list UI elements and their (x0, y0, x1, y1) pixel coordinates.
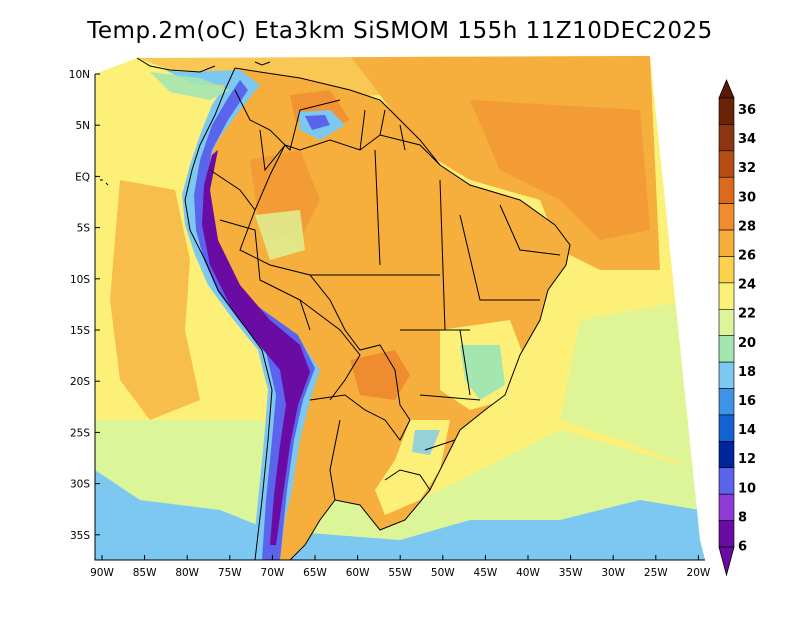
central-america-coastline (136, 57, 271, 73)
y-tick-label-20S: 20S (70, 376, 90, 388)
x-tick-label-60W: 60W (346, 567, 370, 579)
colorbar-label-6: 6 (738, 540, 747, 555)
uruguay-border (384, 469, 431, 491)
colorbar-label-16: 16 (738, 394, 756, 409)
colorbar-swatch (718, 520, 735, 548)
y-tick-label-5S: 5S (77, 223, 91, 235)
map-title: Temp.2m(oC) Eta3km SiSMOM 155h 11Z10DEC2… (87, 18, 713, 44)
brazil-state-borders (310, 149, 561, 451)
colorbar-label-12: 12 (738, 452, 756, 467)
colorbar-swatch (718, 361, 735, 389)
colorbar-swatch (718, 335, 735, 363)
x-axis: 90W 85W 80W 75W 70W 65W 60W 55W 50W 45W 40W 35W 30W 2… (90, 555, 711, 579)
x-tick-label-40W: 40W (516, 567, 540, 579)
island-outlines (100, 179, 109, 186)
y-tick-label-30S: 30S (70, 479, 90, 491)
peru-bolivia-borders (219, 219, 361, 401)
ocean-field-east-cool (560, 300, 700, 470)
colorbar-label-10: 10 (738, 481, 756, 496)
colorbar-label-24: 24 (738, 278, 756, 293)
colorbar-label-26: 26 (738, 249, 756, 264)
x-tick-label-85W: 85W (133, 567, 157, 579)
colombia-venezuela-borders (209, 89, 341, 211)
x-tick-label-75W: 75W (218, 567, 242, 579)
map-frame (94, 74, 705, 561)
colorbar-label-14: 14 (738, 423, 756, 438)
colorbar-top-arrow (718, 78, 735, 99)
colorbar-label-34: 34 (738, 132, 756, 147)
ocean-field-pacific-warm (110, 180, 200, 420)
y-tick-label-EQ: EQ (75, 171, 90, 183)
colorbar-swatch (718, 97, 735, 125)
colorbar-bottom-arrow (718, 546, 735, 577)
colorbar-label-36: 36 (738, 103, 756, 118)
x-tick-label-25W: 25W (644, 567, 668, 579)
x-tick-label-20W: 20W (687, 567, 711, 579)
x-tick-label-45W: 45W (474, 567, 498, 579)
y-tick-label-25S: 25S (70, 427, 90, 439)
political-borders (100, 57, 571, 561)
argentina-borders (309, 394, 411, 501)
colorbar-swatch (718, 229, 735, 257)
colorbar-swatch (718, 308, 735, 337)
colorbar-label-28: 28 (738, 219, 756, 234)
y-tick-label-10N: 10N (69, 69, 90, 81)
ocean-field-south-cold (95, 470, 705, 560)
colorbar-swatch (718, 441, 735, 469)
colorbar-label-30: 30 (738, 190, 756, 205)
colorbar-swatch (718, 124, 735, 152)
y-tick-label-10S: 10S (70, 274, 90, 286)
colorbar-label-22: 22 (738, 307, 756, 322)
colorbar: 36 34 32 30 28 26 24 22 20 18 16 14 12 10 8 6 (718, 78, 756, 577)
colorbar-label-32: 32 (738, 161, 756, 176)
colorbar-label-18: 18 (738, 365, 756, 380)
y-tick-label-5N: 5N (75, 120, 90, 132)
x-tick-label-90W: 90W (90, 567, 114, 579)
y-axis: 10N 5N EQ 5S 10S 15S 20S 25S 30S 35S (69, 69, 100, 542)
continent-field-southeast-colder (460, 345, 505, 400)
colorbar-swatch (718, 176, 735, 204)
x-tick-label-70W: 70W (261, 567, 285, 579)
continent-field-amazon (255, 210, 305, 260)
colorbar-swatch (718, 467, 735, 495)
x-tick-label-55W: 55W (388, 567, 412, 579)
colorbar-label-8: 8 (738, 510, 747, 525)
temperature-field (95, 56, 705, 560)
continent-coastline (184, 67, 571, 561)
colorbar-swatch (718, 282, 735, 310)
x-tick-label-35W: 35W (559, 567, 583, 579)
x-tick-label-80W: 80W (175, 567, 199, 579)
colorbar-swatch (718, 256, 735, 284)
continent-field-south-colder (412, 430, 440, 455)
guianas-borders (359, 109, 406, 151)
y-tick-label-15S: 15S (70, 325, 90, 337)
colorbar-swatch (718, 150, 735, 178)
ocean-field-northeast-hot (470, 100, 650, 240)
colorbar-label-20: 20 (738, 336, 756, 351)
colorbar-swatch (718, 493, 735, 521)
colorbar-swatch (718, 414, 735, 442)
x-tick-label-65W: 65W (303, 567, 327, 579)
continent-field-hot-center (350, 350, 410, 400)
y-tick-label-35S: 35S (70, 530, 90, 542)
colorbar-swatch (718, 388, 735, 416)
andes-field-coldest (202, 150, 310, 545)
x-tick-label-50W: 50W (431, 567, 455, 579)
andes-field-north-patch-core (305, 115, 330, 130)
x-tick-label-30W: 30W (601, 567, 625, 579)
colorbar-swatch (718, 203, 735, 231)
andes-field-colombia-patch (150, 72, 230, 100)
